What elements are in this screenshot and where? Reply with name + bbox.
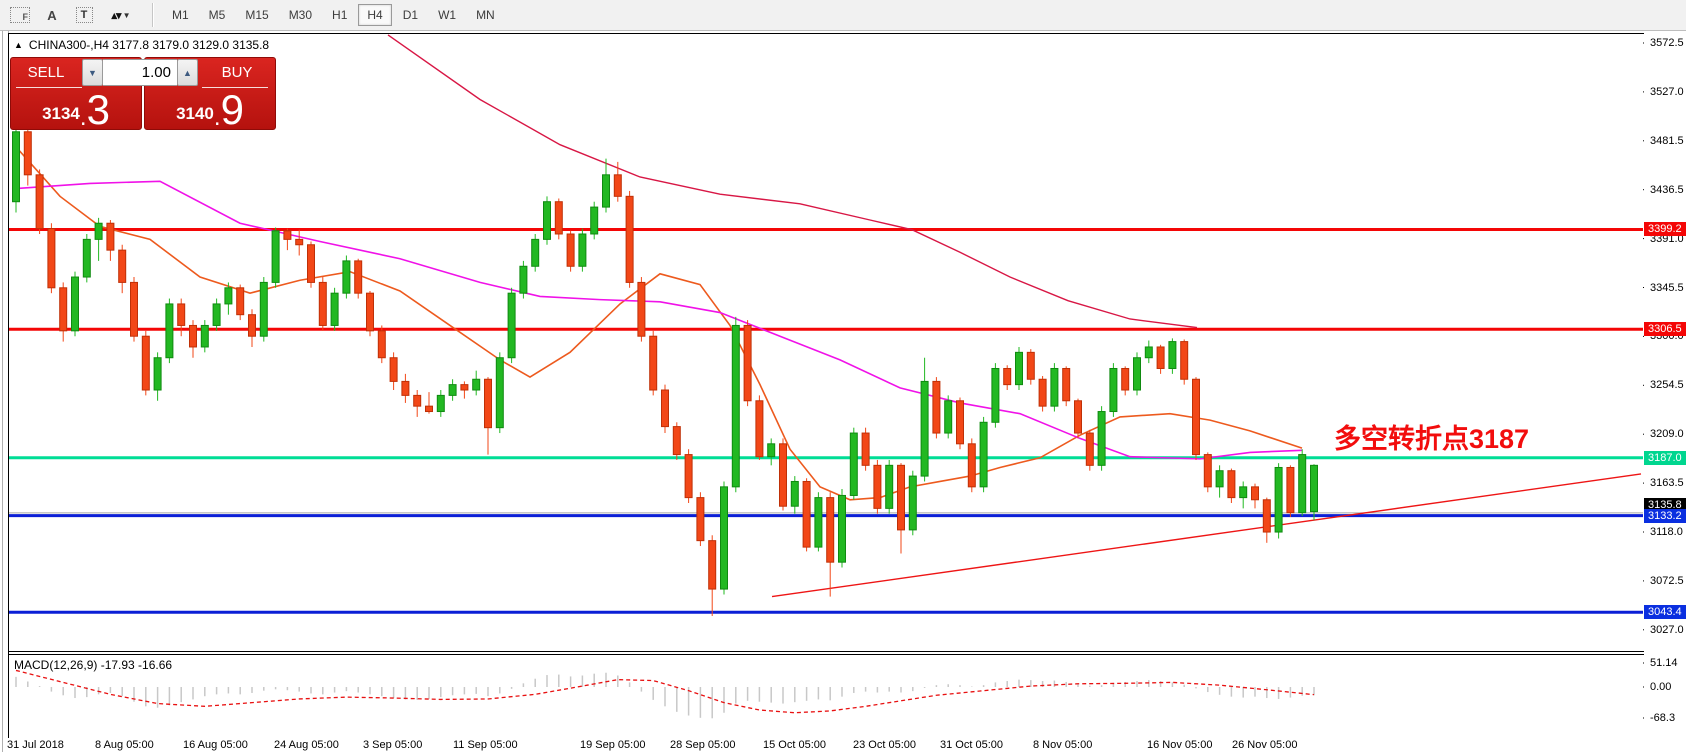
price-line-label: 3187.0 [1644,450,1686,465]
price-line-label: 3043.4 [1644,605,1686,620]
chevron-down-icon: ▼ [122,10,131,20]
price-tick-label: 3345.5 [1650,281,1684,294]
macd-scale-label: -68.3 [1650,712,1676,724]
price-tick-label: 3572.5 [1650,37,1684,49]
toolbar-separator [152,3,154,27]
price-line-label: 3135.8 [1644,497,1686,512]
buy-button[interactable]: BUY [221,64,253,81]
sell-underline [16,87,82,88]
price-axis[interactable]: 3572.5 3527.0 3481.5 3436.5 3391.0 3345.5 3300… [1644,33,1686,738]
arrows-icon: ▴▾ [111,9,122,22]
time-tick-label: 8 Nov 05:00 [1033,739,1093,751]
macd-indicator-label: MACD(12,26,9) -17.93 -16.66 [14,658,173,672]
buy-price-big-digit: 9 [220,86,244,134]
price-line-label: 3399.2 [1644,222,1686,237]
timeframe-m15-button[interactable]: M15 [245,8,269,22]
timeframe-h4-button[interactable]: H4 [358,4,392,26]
time-tick-label: 15 Oct 05:00 [763,739,826,751]
time-tick-label: 24 Aug 05:00 [274,739,339,751]
toolbar: F A T ▴▾ ▼ M1 M5 M15 M30 H1 H4 D1 W1 MN [0,0,1686,31]
macd-scale-label: 51.14 [1650,657,1678,669]
chart-title: ▲ CHINA300-,H4 3177.8 3179.0 3129.0 3135… [14,38,269,52]
volume-stepper: ▼ ▲ [82,59,198,86]
buy-price-main: 3140 [176,104,214,123]
time-tick-label: 19 Sep 05:00 [580,739,646,751]
timeframe-w1-button[interactable]: W1 [438,8,457,22]
time-tick-label: 11 Sep 05:00 [453,739,518,751]
volume-increase-button[interactable]: ▲ [177,59,198,86]
volume-decrease-button[interactable]: ▼ [82,59,103,86]
buy-price: 3140. 9 [145,86,275,134]
timeframe-m5-button[interactable]: M5 [208,8,226,22]
price-line-label: 3133.2 [1644,508,1686,523]
pane-divider[interactable] [8,651,1644,652]
sell-price-big-digit: 3 [86,86,110,134]
time-tick-label: 3 Sep 05:00 [363,739,423,751]
price-tick-label: 3481.5 [1650,134,1684,147]
buy-underline [202,87,268,88]
pane-divider-lower [8,654,1644,655]
text-label-icon-glyph: T [75,7,93,23]
price-tick-label: 3027.0 [1650,623,1684,636]
price-line-label: 3306.5 [1644,322,1686,337]
price-tick-label: 3254.5 [1650,379,1684,392]
timeframe-d1-button[interactable]: D1 [402,8,419,22]
buy-price-dot: . [213,103,221,131]
timeframe-m1-button[interactable]: M1 [172,8,189,22]
objects-arrange-icon[interactable]: ▴▾ ▼ [104,4,138,26]
time-tick-label: 31 Jul 2018 [7,739,64,751]
time-tick-label: 23 Oct 05:00 [853,739,916,751]
price-tick-label: 3163.5 [1650,477,1684,490]
sell-price-main: 3134 [42,104,80,123]
collapse-triangle-icon[interactable]: ▲ [14,40,23,50]
indicator-grid-icon[interactable]: F [8,4,32,26]
macd-scale-label: 0.00 [1650,681,1672,693]
text-label-icon[interactable]: T [72,4,96,26]
one-click-trading-widget: 3134.3 3140.9 SELL BUY ▼ ▲ [10,57,276,134]
time-tick-label: 28 Sep 05:00 [670,739,736,751]
sell-button[interactable]: SELL [27,64,65,81]
price-tick-label: 3072.5 [1650,574,1684,587]
timeframe-m30-button[interactable]: M30 [288,8,313,22]
timeframe-mn-button[interactable]: MN [476,8,495,22]
price-tick-label: 3209.0 [1650,428,1684,441]
sell-price-dot: . [79,103,87,131]
time-tick-label: 16 Nov 05:00 [1147,739,1213,751]
timeframe-h1-button[interactable]: H1 [332,8,348,22]
price-tick-label: 3436.5 [1650,183,1684,196]
chart-frame [8,33,1646,740]
indicator-grid-icon-glyph: F [10,7,30,23]
time-tick-label: 26 Nov 05:00 [1232,739,1298,751]
price-tick-label: 3118.0 [1650,526,1683,538]
sell-price: 3134. 3 [11,86,141,134]
symbol-ohlc-title: CHINA300-,H4 3177.8 3179.0 3129.0 3135.8 [28,38,270,52]
time-tick-label: 31 Oct 05:00 [940,739,1003,751]
chart-annotation-text: 多空转折点3187 [1334,424,1530,454]
price-tick-label: 3527.0 [1650,85,1684,98]
text-a-icon[interactable]: A [47,7,57,23]
volume-input[interactable] [103,59,177,86]
time-tick-label: 16 Aug 05:00 [183,739,248,751]
time-axis[interactable]: 31 Jul 2018 8 Aug 05:00 16 Aug 05:00 24 Aug… [7,738,1686,752]
time-tick-label: 8 Aug 05:00 [95,739,154,751]
